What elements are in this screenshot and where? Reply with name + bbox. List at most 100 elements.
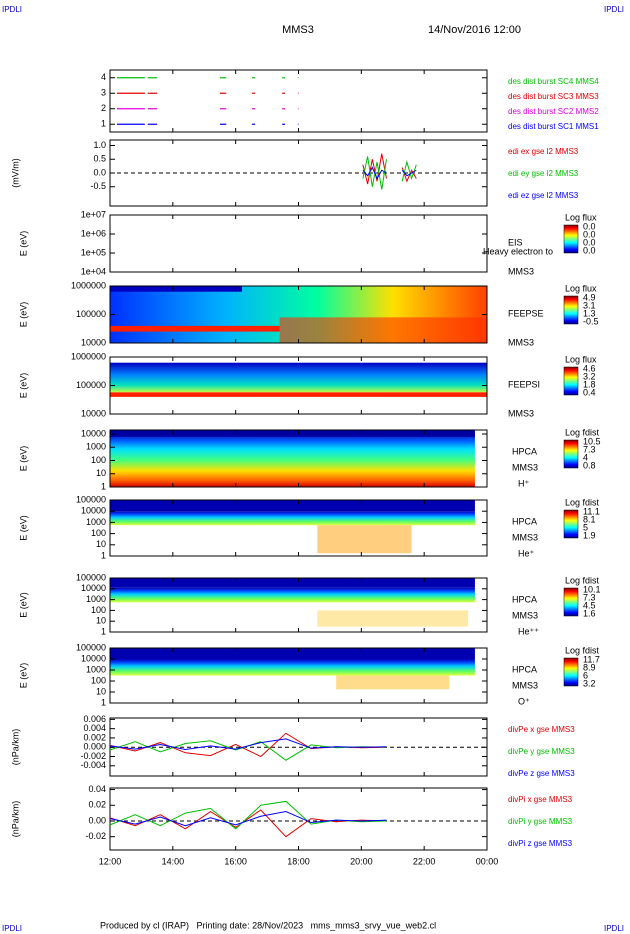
y-axis-label: E (eV) [18,231,28,257]
colorbar-label: 11.7 [583,654,600,664]
colorbar-label: 4.6 [583,363,596,373]
y-tick-label: 1e+05 [81,247,106,257]
instrument-label: MMS3 [508,408,534,418]
colorbar-label: 1.6 [583,608,596,618]
x-tick-label: 22:00 [413,856,436,866]
legend-entry: divPi x gse MMS3 [508,795,573,804]
y-tick-label: 0.0 [93,167,106,177]
y-tick-label: 1000000 [71,351,106,361]
colorbar-label: 4.5 [583,600,596,610]
y-axis-label: (nPa/km) [10,801,20,838]
legend-entry: divPi z gse MMS3 [508,839,573,848]
colorbar-label: 1.3 [583,308,596,318]
corner-mark: IPDLI [604,924,624,933]
x-tick-label: 12:00 [99,856,122,866]
spectrogram-fill [110,587,475,603]
colorbar-label: -0.5 [583,316,599,326]
y-axis-label: E (eV) [18,515,28,541]
y-tick-label: 100 [91,675,106,685]
y-axis-label: E (eV) [18,373,28,399]
corner-mark: IPDLI [604,5,624,14]
y-tick-label: -0.002 [80,751,106,761]
instrument-label: MMS3 [508,266,534,276]
y-tick-label: 10000 [81,506,106,516]
colorbar-title: Log flux [565,212,597,222]
spacecraft-title: MMS3 [282,24,314,36]
y-tick-label: 10 [96,468,106,478]
date-title: 14/Nov/2016 12:00 [428,24,521,36]
y-tick-label: 100 [91,528,106,538]
colorbar-label: 0.0 [583,245,596,255]
colorbar-label: 1.9 [583,530,596,540]
instrument-label: EIS [508,237,523,247]
panel-frame [109,214,488,273]
spectrogram-fill [110,362,487,393]
y-tick-label: 1 [101,626,106,636]
y-tick-label: 100000 [76,380,106,390]
y-axis-label: (mV/m) [10,158,20,188]
instrument-label: FEEPSI [508,379,540,389]
corner-mark: IPDLI [2,5,22,14]
y-tick-label: 0.5 [93,154,106,164]
y-tick-label: 10000 [81,653,106,663]
colorbar-label: 0.0 [583,229,596,239]
spectrogram-fill [110,286,242,292]
colorbar-label: 8.9 [583,662,596,672]
y-axis-label: E (eV) [18,663,28,689]
panels: 1 2 3 4 des dist burst SC1 MMS1 des dist burs… [10,69,601,866]
spectrogram-fill [110,511,475,526]
instrument-label: FEEPSE [508,308,544,318]
y-tick-label: -0.004 [80,760,106,770]
y-tick-label: 1e+06 [81,228,106,238]
corner-mark: IPDLI [2,924,22,933]
data-line [109,732,387,758]
colorbar-title: Log flux [565,283,597,293]
colorbar-title: Log fdist [565,427,600,437]
colorbar [563,657,579,687]
y-axis-label: E (eV) [18,446,28,472]
y-tick-label: 1000 [86,517,106,527]
legend-entry: edi ez gse l2 MMS3 [508,191,579,200]
y-tick-label: 10000 [81,428,106,438]
y-tick-label: 0.006 [83,714,106,724]
colorbar-label: 4 [583,452,588,462]
x-tick-label: 14:00 [162,856,185,866]
colorbar-label: 3.1 [583,300,596,310]
legend-entry: des dist burst SC2 MMS2 [508,107,599,116]
colorbar [563,224,579,254]
y-tick-label: 1 [101,119,106,129]
spectrogram-fill [317,525,412,554]
x-tick-label: 20:00 [350,856,373,866]
y-tick-label: 10 [96,616,106,626]
y-tick-label: 0.02 [88,800,106,810]
y-axis-label: (nPa/km) [10,729,20,766]
colorbar-title: Log fdist [565,645,600,655]
instrument-label: HPCA [512,516,537,526]
y-tick-label: 10000 [81,408,106,418]
instrument-label: MMS3 [508,337,534,347]
legend-entry: divPe x gse MMS3 [508,725,575,734]
instrument-label: H⁺ [518,478,529,488]
colorbar-label: 5 [583,522,588,532]
y-tick-label: -0.02 [85,831,106,841]
y-axis-label: E (eV) [18,592,28,618]
colorbar-title: Log fdist [565,497,600,507]
y-tick-label: 1e+07 [81,209,106,219]
legend-entry: divPe z gse MMS3 [508,769,575,778]
data-line [109,738,387,751]
y-tick-label: 1 [101,550,106,560]
y-tick-label: 100000 [76,494,106,504]
legend-entry: divPe y gse MMS3 [508,747,575,756]
colorbar-label: 3.2 [583,678,596,688]
colorbar-label: 0.0 [583,221,596,231]
colorbar-label: 0.0 [583,237,596,247]
colorbar [563,439,579,469]
spectrogram-fill [110,578,475,588]
instrument-label: He⁺⁺ [518,626,539,636]
data-line [362,153,417,185]
legend-entry: edi ey gse l2 MMS3 [508,169,579,178]
y-tick-label: 100000 [76,309,106,319]
footer: Produced by cl (IRAP) Printing date: 28/… [100,920,436,930]
colorbar-label: 7.3 [583,444,596,454]
